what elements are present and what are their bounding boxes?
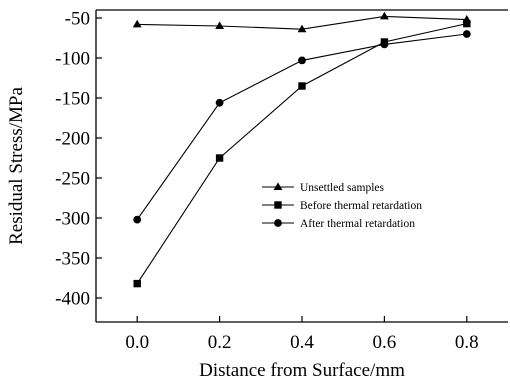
y-tick-label: -50	[65, 9, 90, 30]
legend-label: Unsettled samples	[300, 182, 385, 194]
y-axis-title: Residual Stress/MPa	[6, 87, 27, 245]
y-tick-label: -350	[55, 249, 90, 270]
legend-label: After thermal retardation	[300, 218, 415, 230]
data-point	[463, 19, 471, 28]
data-point	[297, 24, 307, 33]
x-tick-label: 0.6	[373, 332, 397, 353]
data-point	[215, 154, 224, 162]
data-point	[132, 19, 142, 28]
y-tick-label: -100	[55, 49, 90, 70]
y-tick-label: -250	[55, 169, 90, 190]
x-tick-label: 0.0	[125, 332, 149, 353]
data-point	[133, 215, 142, 224]
x-ticks: 0.0 0.2 0.4 0.6 0.8	[125, 316, 479, 353]
data-point	[133, 279, 141, 288]
data-point	[298, 56, 306, 65]
data-point	[380, 40, 389, 49]
y-tick-label: -400	[55, 289, 90, 310]
legend-item: Unsettled samples	[262, 182, 385, 194]
data-point	[215, 98, 224, 107]
series-triangle	[132, 11, 472, 33]
y-ticks: -50 -100 -150 -200 -250 -300 -350 -400	[55, 9, 102, 310]
data-point	[298, 82, 306, 90]
y-tick-label: -200	[55, 129, 90, 150]
legend-label: Before thermal retardation	[300, 200, 422, 212]
plot-area	[132, 11, 472, 288]
legend-marker	[274, 219, 282, 227]
legend-marker	[274, 201, 282, 209]
x-tick-label: 0.2	[208, 332, 232, 353]
x-axis-title: Distance from Surface/mm	[199, 360, 405, 381]
legend-item: After thermal retardation	[262, 218, 415, 230]
y-tick-label: -150	[55, 89, 90, 110]
legend-marker	[273, 182, 283, 190]
data-point	[380, 11, 389, 20]
x-tick-label: 0.8	[455, 332, 479, 353]
x-tick-label: 0.4	[290, 332, 314, 353]
data-point	[215, 21, 224, 29]
y-tick-label: -300	[55, 209, 90, 230]
series-circle	[133, 30, 471, 224]
data-point	[462, 30, 471, 38]
legend-item: Before thermal retardation	[262, 200, 422, 212]
legend: Unsettled samples Before thermal retardat…	[262, 182, 422, 230]
